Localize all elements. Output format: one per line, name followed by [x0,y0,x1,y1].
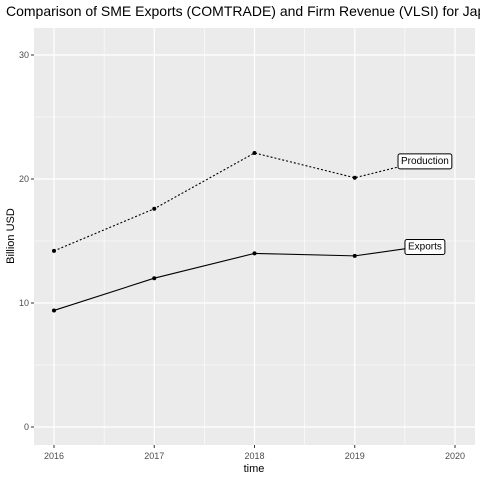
x-axis-title: time [244,463,265,475]
x-tick-label: 2019 [345,451,365,461]
series-label-box [397,153,453,170]
y-axis-title: Billion USD [5,208,17,264]
series-line-production [53,152,426,252]
y-tick-label: 30 [19,50,29,60]
data-point-production [52,248,56,253]
data-point-exports [152,276,157,281]
y-tick-label: 20 [19,174,29,184]
data-point-exports [252,251,257,256]
series-label-text: Production [401,156,449,167]
series-label-box [404,238,446,255]
x-tick-label: 2016 [44,451,64,461]
x-tick-label: 2020 [445,451,465,461]
data-point-production [352,175,357,180]
axes: 2016 2017 2018 2019 2020 0 10 20 30 [19,50,465,461]
series-layer [52,150,426,313]
x-tick-label: 2017 [144,451,164,461]
y-tick-label: 0 [24,422,29,432]
data-point-exports [352,253,357,258]
x-tick-label: 2018 [244,451,264,461]
series-label-production: Production [397,153,453,170]
grid-lines [34,28,475,445]
data-point-production [252,150,257,155]
chart-title: Comparison of SME Exports (COMTRADE) and… [6,3,480,19]
series-labels: Production Exports [397,153,453,255]
y-tick-label: 10 [19,298,29,308]
data-point-production [152,206,157,211]
data-point-exports [52,308,56,313]
series-label-exports: Exports [404,238,446,255]
series-label-text: Exports [408,241,442,252]
